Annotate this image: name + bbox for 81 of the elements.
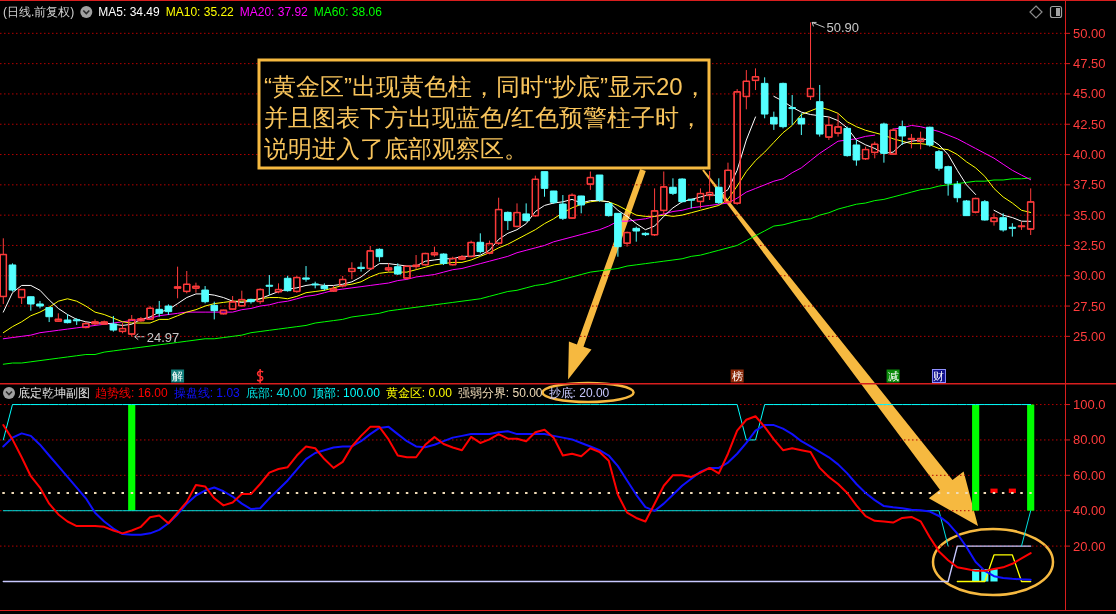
annotation: 解 [172,370,184,382]
annotation: 财 [933,370,945,382]
candlestick [907,133,916,149]
y-tick-label: 30.00 [1073,268,1106,284]
series-label: 顶部: 100.00 [312,386,381,400]
text: MA5: 34.49 [98,5,161,19]
candlestick [522,202,530,223]
candlestick [63,313,72,324]
text: 抄底: 20.00 [548,386,610,400]
text: 趋势线: 16.00 [95,386,169,400]
text: MA20: 37.92 [239,5,309,19]
y-tick-label: 60.00 [1073,467,1106,483]
line-series [2,177,1032,365]
candlestick [595,174,604,203]
y-tick-label: 32.50 [1073,237,1106,253]
y-tick-label: 80.00 [1073,432,1106,448]
y-tick-label: 40.00 [1073,503,1106,519]
annotation: “黄金区”出现黄色柱，同时“抄底”显示20，并且图表下方出现蓝色/红色预警柱子时，说明进入了底部观察区。 [264,73,707,162]
candlestick [925,126,934,148]
candlestick [632,226,641,243]
candlestick [393,262,402,276]
y-tick-label: 37.50 [1073,177,1106,193]
candlestick [1017,221,1026,231]
annotation: 减 [887,370,899,382]
candlestick [283,275,292,293]
y-tick-label: 27.50 [1073,298,1106,314]
y-tick-label: 42.50 [1073,116,1106,132]
candlestick [760,76,769,119]
candlestick [265,274,274,296]
text: 强弱分界: 50.00 [457,386,543,400]
candlestick [375,247,384,263]
y-tick-label: 40.00 [1073,147,1106,163]
candlestick [577,195,586,214]
candlestick [72,317,81,326]
text: MA10: 35.22 [165,5,235,19]
candlestick [981,199,989,222]
annotation: 24.97 [146,330,180,346]
candlestick [357,261,365,273]
text: 黄金区: 0.00 [385,386,453,400]
candlestick [715,177,723,205]
bar [972,404,980,511]
candlestick [54,312,63,323]
annotation: 榜 [731,370,743,382]
candlestick [247,298,255,305]
annotation: 50.90 [826,19,860,35]
candlestick [476,232,485,254]
candlestick [384,262,393,273]
candlestick [45,306,53,323]
candlestick [439,252,448,266]
candlestick [201,285,209,304]
y-tick-label: 35.00 [1073,207,1106,223]
candlestick [815,84,824,138]
candlestick [797,112,806,136]
y-tick-label: 45.00 [1073,86,1106,102]
y-tick-label: 47.50 [1073,56,1106,72]
candlestick [641,231,650,237]
y-tick-label: 100.0 [1073,397,1106,413]
candlestick [109,315,118,333]
y-tick-label: 25.00 [1073,328,1106,344]
candlestick [962,199,971,217]
candlestick [880,122,888,164]
candlestick [549,190,558,205]
candlestick [302,265,310,283]
text: (日线.前复权) [3,5,75,19]
candlestick [898,120,907,146]
text: 操盘线: 1.03 [173,386,241,400]
candlestick [559,194,567,221]
candlestick [953,180,962,203]
y-tick-label: 20.00 [1073,538,1106,554]
candlestick [540,171,549,198]
text: 底部: 40.00 [245,386,307,400]
candlestick [504,211,512,231]
candlestick [8,262,17,293]
text: MA60: 38.06 [313,5,383,19]
candlestick [348,261,356,280]
bar [990,488,998,494]
y-tick-label: 50.00 [1073,25,1106,41]
chart-title: 底定乾坤副图 [18,386,90,400]
candlestick [210,301,219,320]
bar [1027,404,1035,511]
bar [128,404,136,511]
